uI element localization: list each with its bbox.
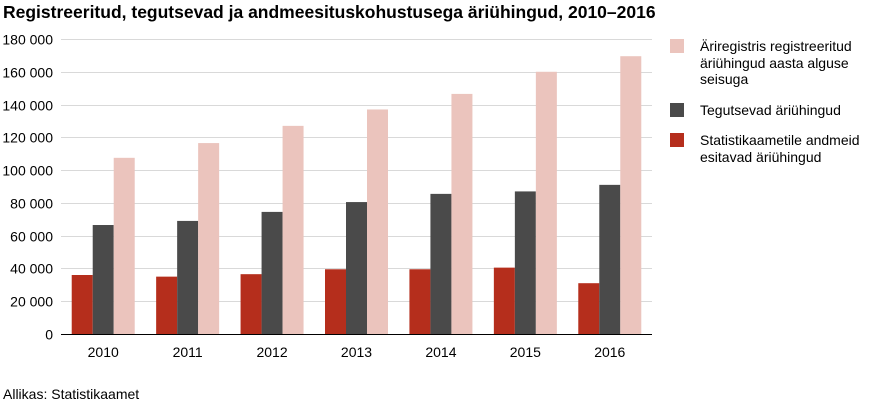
bar xyxy=(240,274,262,334)
y-tick-label: 40 000 xyxy=(10,261,53,277)
bar xyxy=(71,275,93,334)
legend-label: Tegutsevad äriühingud xyxy=(700,101,841,118)
chart-legend: Äriregistris registreeritud äriühingud a… xyxy=(670,38,865,179)
bar xyxy=(113,157,135,334)
y-tick-label: 120 000 xyxy=(2,130,53,146)
legend-swatch xyxy=(670,39,684,53)
legend-label: Statistikaametile andmeid esitavad äriüh… xyxy=(700,132,860,165)
legend-item: Äriregistris registreeritud äriühingud a… xyxy=(670,38,865,88)
bar xyxy=(261,211,283,334)
bar xyxy=(535,71,557,335)
bar xyxy=(578,283,600,334)
bar-chart: 0 20 000 40 000 60 000 80 000 100 000 120 000 1… xyxy=(2,32,652,360)
bar xyxy=(177,220,199,334)
bar xyxy=(514,191,536,334)
y-tick-label: 0 xyxy=(45,327,53,343)
bar xyxy=(282,125,304,334)
y-tick-label: 80 000 xyxy=(10,196,53,212)
legend-item: Tegutsevad äriühingud xyxy=(670,102,865,119)
x-tick-label: 2012 xyxy=(256,344,287,360)
y-tick-label: 160 000 xyxy=(2,65,53,81)
x-tick-label: 2011 xyxy=(173,344,203,360)
legend-item: Statistikaametile andmeid esitavad äriüh… xyxy=(670,132,865,165)
source-note: Allikas: Statistikaamet xyxy=(3,386,140,402)
x-tick-label: 2013 xyxy=(341,344,372,360)
y-tick-label: 20 000 xyxy=(10,294,53,310)
x-tick-label: 2015 xyxy=(510,344,541,360)
bar xyxy=(156,276,178,334)
x-tick-label: 2016 xyxy=(594,344,625,360)
bar xyxy=(493,267,515,334)
y-tick-label: 60 000 xyxy=(10,229,53,245)
y-tick-label: 100 000 xyxy=(2,163,53,179)
y-tick-label: 180 000 xyxy=(2,32,53,48)
bar xyxy=(620,56,642,334)
bar xyxy=(346,202,367,334)
bar xyxy=(367,109,388,334)
chart-title: Registreeritud, tegutsevad ja andmeesitu… xyxy=(3,2,656,22)
y-tick-label: 140 000 xyxy=(2,98,53,114)
x-tick-label: 2010 xyxy=(88,344,119,360)
bar xyxy=(198,143,220,334)
legend-swatch xyxy=(670,133,684,147)
x-tick-label: 2014 xyxy=(425,344,456,360)
bar xyxy=(451,93,473,335)
bar xyxy=(409,269,431,334)
bar xyxy=(325,269,346,334)
bar xyxy=(599,184,621,334)
bar xyxy=(430,193,452,334)
legend-swatch xyxy=(670,102,684,117)
legend-label: Äriregistris registreeritud äriühingud a… xyxy=(700,38,852,87)
bar xyxy=(92,225,114,334)
